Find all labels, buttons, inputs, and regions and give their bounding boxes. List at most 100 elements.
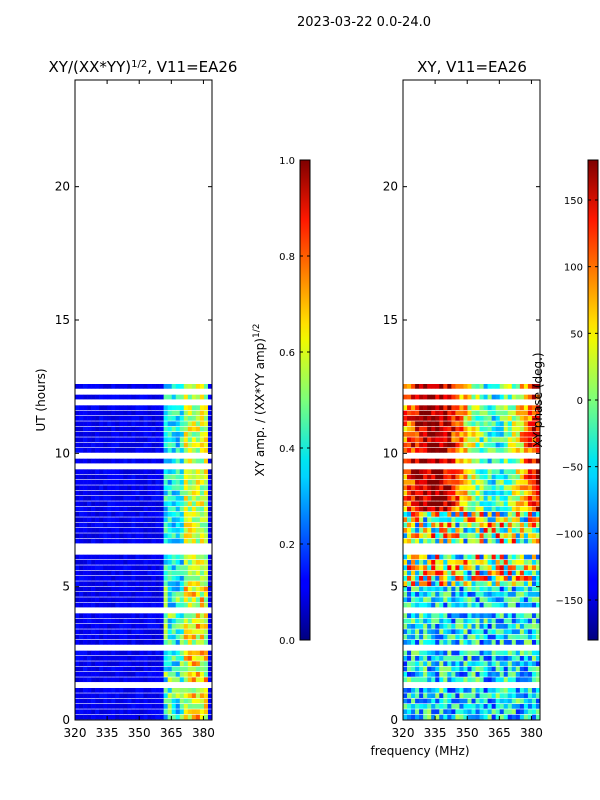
- amplitude-cell: [143, 698, 148, 704]
- amplitude-cell: [203, 522, 209, 528]
- phase-cell: [467, 592, 472, 597]
- phase-cell: [519, 469, 525, 475]
- phase-cell: [487, 448, 492, 453]
- amplitude-cell: [183, 490, 189, 496]
- amplitude-cell: [123, 512, 128, 517]
- amplitude-cell: [87, 394, 92, 400]
- phase-cell: [415, 474, 420, 480]
- amplitude-cell: [123, 677, 128, 683]
- amplitude-cell: [115, 613, 120, 619]
- phase-cell: [507, 629, 513, 635]
- amplitude-cell: [207, 458, 213, 464]
- amplitude-cell: [91, 661, 96, 667]
- amplitude-cell: [187, 576, 193, 581]
- phase-cell: [503, 533, 509, 539]
- amplitude-cell: [191, 512, 197, 517]
- phase-cell: [483, 485, 488, 491]
- amplitude-cell: [175, 384, 181, 389]
- amplitude-cell: [163, 394, 168, 400]
- phase-cell: [463, 458, 468, 464]
- phase-cell: [431, 688, 436, 693]
- amplitude-cell: [91, 501, 96, 507]
- amplitude-cell: [183, 528, 189, 533]
- phase-cell: [407, 560, 412, 565]
- amplitude-cell: [99, 410, 104, 416]
- phase-cell: [411, 570, 416, 576]
- amplitude-cell: [171, 570, 177, 576]
- phase-cell: [467, 528, 472, 533]
- phase-cell: [491, 437, 496, 443]
- amplitude-cell: [79, 597, 84, 603]
- phase-cell: [451, 426, 456, 432]
- amplitude-cell: [143, 613, 148, 619]
- phase-cell: [507, 693, 513, 699]
- phase-cell: [515, 650, 521, 656]
- phase-cell: [431, 528, 436, 533]
- phase-cell: [515, 416, 521, 421]
- phase-cell: [487, 474, 492, 480]
- amplitude-cell: [111, 517, 116, 523]
- phase-cell: [415, 394, 420, 400]
- phase-cell: [491, 517, 496, 523]
- amplitude-cell: [175, 506, 181, 512]
- phase-cell: [455, 522, 460, 528]
- amplitude-cell: [179, 618, 185, 624]
- amplitude-cell: [87, 517, 92, 523]
- phase-cell: [407, 576, 412, 581]
- amplitude-cell: [143, 394, 148, 400]
- amplitude-cell: [103, 517, 108, 523]
- amplitude-cell: [135, 405, 140, 411]
- phase-cell: [419, 698, 424, 704]
- phase-cell: [463, 640, 468, 645]
- phase-cell: [443, 496, 448, 501]
- amplitude-cell: [203, 432, 209, 437]
- amplitude-cell: [179, 704, 185, 709]
- amplitude-cell: [127, 432, 132, 437]
- phase-cell: [535, 506, 541, 512]
- amplitude-cell: [191, 624, 197, 629]
- phase-cell: [515, 672, 521, 677]
- amplitude-cell: [207, 416, 213, 421]
- phase-cell: [523, 586, 529, 592]
- amplitude-cell: [179, 629, 185, 635]
- amplitude-cell: [167, 688, 173, 693]
- phase-cell: [527, 426, 533, 432]
- amplitude-cell: [207, 448, 213, 453]
- phase-cell: [419, 426, 424, 432]
- phase-cell: [471, 405, 476, 411]
- phase-cell: [511, 448, 517, 453]
- amplitude-cell: [155, 688, 160, 693]
- phase-cell: [527, 581, 533, 587]
- phase-cell: [411, 506, 416, 512]
- amplitude-cell: [139, 650, 144, 656]
- phase-cell: [423, 394, 428, 400]
- amplitude-cell: [143, 426, 148, 432]
- amplitude-cell: [99, 698, 104, 704]
- phase-cell: [431, 384, 436, 389]
- amplitude-cell: [111, 688, 116, 693]
- amplitude-cell: [79, 485, 84, 491]
- phase-cell: [515, 448, 521, 453]
- amplitude-cell: [107, 426, 112, 432]
- phase-cell: [455, 714, 460, 720]
- amplitude-cell: [199, 560, 205, 565]
- amplitude-cell: [147, 517, 152, 523]
- phase-cell: [403, 693, 408, 699]
- amplitude-cell: [127, 469, 132, 475]
- phase-cell: [459, 394, 464, 400]
- phase-cell: [515, 602, 521, 608]
- phase-cell: [511, 533, 517, 539]
- phase-cell: [451, 704, 456, 709]
- amplitude-cell: [183, 565, 189, 571]
- phase-cell: [455, 501, 460, 507]
- amplitude-cell: [163, 714, 168, 720]
- phase-cell: [439, 640, 444, 645]
- amplitude-cell: [175, 666, 181, 672]
- amplitude-cell: [91, 538, 96, 544]
- amplitude-cell: [115, 597, 120, 603]
- phase-xtick-label: 365: [488, 726, 511, 740]
- amplitude-cell: [75, 496, 80, 501]
- phase-cell: [503, 458, 509, 464]
- amplitude-cell: [171, 410, 177, 416]
- amplitude-cell: [83, 698, 88, 704]
